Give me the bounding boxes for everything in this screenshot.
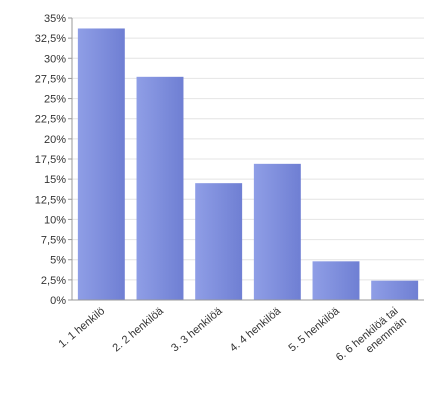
- bar: [253, 163, 301, 300]
- axes: [71, 18, 424, 301]
- y-tick-label: 20%: [44, 134, 66, 146]
- y-tick-label: 0%: [50, 295, 66, 307]
- y-tick-label: 35%: [44, 13, 66, 25]
- y-tick-label: 27,5%: [35, 73, 66, 85]
- x-category-label: 1. 1 henkilö: [56, 305, 107, 350]
- y-tick-label: 30%: [44, 53, 66, 65]
- y-tick-label: 7,5%: [41, 235, 66, 247]
- bar: [371, 280, 419, 300]
- x-category-label: 3. 3 henkilöä: [169, 305, 225, 355]
- x-category-labels: 1. 1 henkilö 2. 2 henkilöä 3. 3 henkilöä 4.…: [56, 305, 409, 374]
- bar: [136, 76, 184, 301]
- y-tick-label: 10%: [44, 214, 66, 226]
- bars: [77, 28, 419, 301]
- y-tick-label: 32,5%: [35, 33, 66, 45]
- bar: [77, 28, 125, 301]
- x-category-label: 5. 5 henkilöä: [286, 305, 342, 355]
- y-tick-labels: 0% 2,5% 5% 7,5% 10% 12,5% 15% 17,5% 20% 22,5% 25% 2…: [35, 13, 66, 307]
- y-tick-label: 5%: [50, 255, 66, 267]
- y-tick-label: 15%: [44, 174, 66, 186]
- y-tick-label: 17,5%: [35, 154, 66, 166]
- y-tick-label: 25%: [44, 94, 66, 106]
- y-tick-label: 2,5%: [41, 275, 66, 287]
- x-category-label: 4. 4 henkilöä: [228, 305, 284, 355]
- grid-lines: [68, 17, 424, 301]
- bar: [312, 261, 360, 300]
- bar: [195, 183, 243, 300]
- y-tick-label: 22,5%: [35, 114, 66, 126]
- x-category-label: 2. 2 henkilöä: [110, 305, 166, 355]
- x-category-label: 6. 6 henkilöä taienemmän: [334, 305, 409, 374]
- y-tick-label: 12,5%: [35, 194, 66, 206]
